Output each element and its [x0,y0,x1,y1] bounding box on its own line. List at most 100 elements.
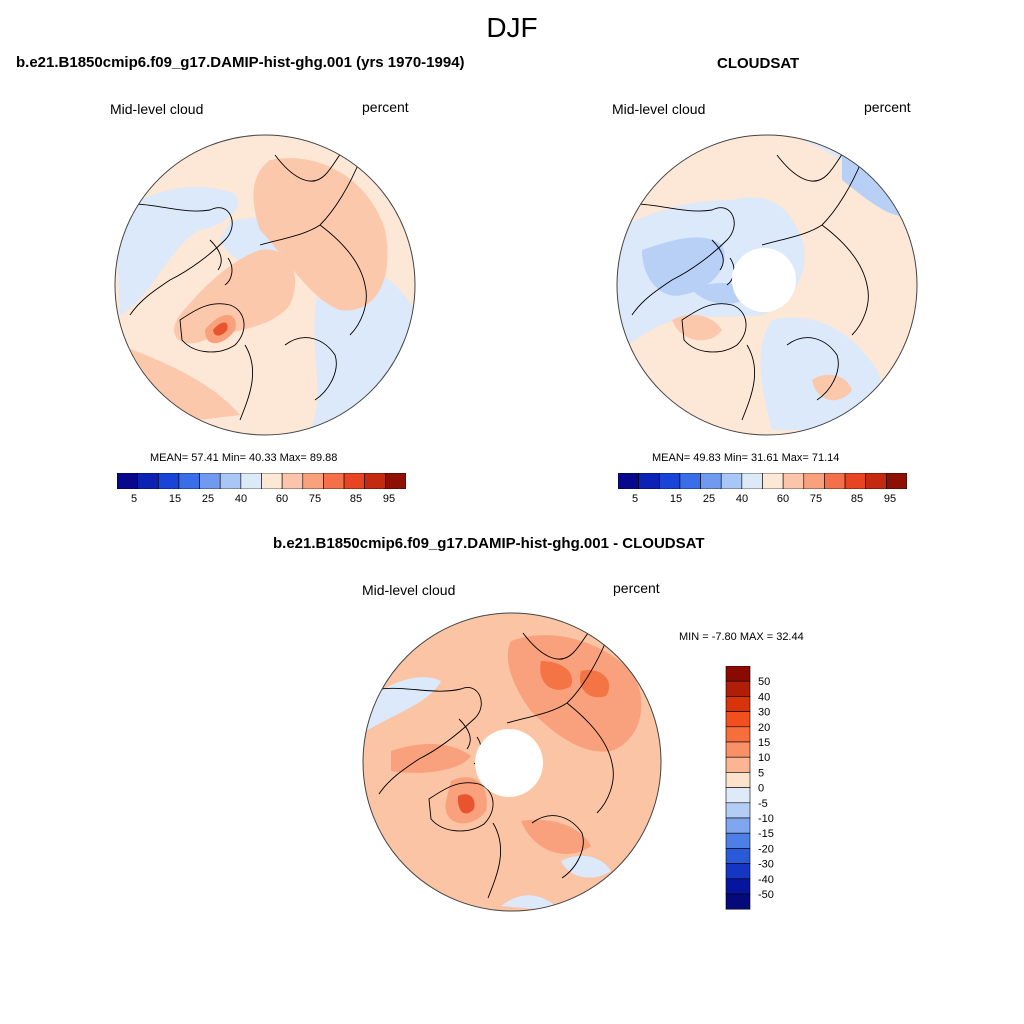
colorbar-tick-label: 40 [735,493,749,505]
colorbar-labels-obs: 5 15 25 40 60 75 85 95 [618,493,907,507]
colorbar-swatch [725,772,751,788]
colorbar-swatch [658,473,681,489]
colorbar-swatch [720,473,743,489]
cool-region [760,317,883,430]
figure-title: DJF [486,12,538,43]
colorbar-swatch [725,741,751,758]
colorbar-swatch [725,802,751,819]
variable-label-model: Mid-level cloud [110,101,204,117]
colorbar-swatch [364,473,386,489]
colorbar-swatch [725,726,751,743]
colorbar-model [117,473,406,489]
stats-obs: MEAN= 49.83 Min= 31.61 Max= 71.14 [652,452,840,464]
colorbar-swatch [762,473,784,489]
warm-region [174,249,296,344]
colorbar-tick-label: -40 [758,874,774,886]
colorbar-tick-label: 95 [883,493,897,505]
hot-region [540,661,572,690]
colorbar-swatch [219,473,242,489]
polar-map-obs [616,134,918,436]
polar-map-model [114,134,416,436]
polar-data-gap [475,729,543,797]
colorbar-swatch [178,473,200,489]
colorbar-swatch [725,711,751,728]
colorbar-tick-label: 0 [758,783,764,795]
warm-region [812,374,852,401]
colorbar-swatch [137,473,159,489]
colorbar-tick-label: 85 [349,493,363,505]
colorbar-swatch [741,473,763,489]
colorbar-tick-label: -50 [758,889,774,901]
colorbar-swatches [117,473,406,489]
hot-spot [213,322,228,336]
colorbar-swatch [638,473,660,489]
colorbar-swatch [725,893,751,910]
warm-region [672,314,722,341]
colorbar-swatch [343,473,366,489]
colorbar-swatch [725,680,751,697]
colorbar-tick-label: 50 [758,676,770,688]
colorbar-swatch [782,473,805,489]
warm-region [521,819,591,854]
colorbar-swatch [157,473,180,489]
colorbar-tick-label: 10 [758,752,770,764]
colorbar-swatch [385,473,406,489]
colorbar-swatch [117,473,138,489]
colorbar-tick-label: -15 [758,828,774,840]
colorbar-tick-label: 40 [758,691,770,703]
colorbar-tick-label: 85 [850,493,864,505]
colorbar-tick-label: 5 [130,493,138,505]
coastlines [619,144,869,421]
colorbar-tick-label: 95 [382,493,396,505]
colorbar-tick-label: 15 [669,493,683,505]
colorbar-swatches [618,473,907,489]
colorbar-tick-label: 40 [234,493,248,505]
polar-data-gap [732,248,796,312]
colorbar-swatch [302,473,324,489]
stats-model: MEAN= 57.41 Min= 40.33 Max= 89.88 [150,452,338,464]
variable-label-diff: Mid-level cloud [362,582,456,598]
colorbar-swatch [725,817,751,834]
colorbar-swatch [679,473,701,489]
cool-region [561,855,611,878]
map-border [616,134,918,436]
units-label-model: percent [362,99,409,115]
colorbar-swatch [803,473,825,489]
units-label-obs: percent [864,99,911,115]
colorbar-tick-label: 30 [758,707,770,719]
panel-title-obs: CLOUDSAT [717,55,800,72]
panel-title-diff: b.e21.B1850cmip6.f09_g17.DAMIP-hist-ghg.… [273,535,705,552]
map-border [362,612,662,912]
colorbar-obs [618,473,907,489]
colorbar-swatch [261,473,283,489]
colorbar-tick-label: 25 [201,493,215,505]
colorbar-swatch [725,787,751,804]
colorbar-tick-label: 20 [758,722,770,734]
colorbar-swatch [725,848,751,864]
panel-title-model: b.e21.B1850cmip6.f09_g17.DAMIP-hist-ghg.… [16,54,465,71]
colorbar-swatch [725,832,751,849]
polar-map-diff [362,612,662,912]
colorbar-tick-label: 75 [308,493,322,505]
colorbar-swatch [844,473,867,489]
colorbar-tick-label: 5 [758,767,764,779]
colorbar-tick-label: 15 [758,737,770,749]
colorbar-tick-label: 15 [168,493,182,505]
colorbar-swatch [700,473,722,489]
warm-region [391,744,471,773]
colorbar-tick-label: -10 [758,813,774,825]
warm-region [253,158,388,311]
map-border [114,134,416,436]
colorbar-swatch [323,473,345,489]
colorbar-swatch [199,473,221,489]
colorbar-swatch [886,473,907,489]
cool-region [642,237,725,296]
hot-spot [457,794,475,814]
colorbar-labels-model: 5 15 25 40 60 75 85 95 [117,493,406,507]
colorbar-tick-label: 75 [809,493,823,505]
colorbar-swatch [618,473,639,489]
colorbar-swatch [824,473,846,489]
colorbar-tick-label: 60 [776,493,790,505]
